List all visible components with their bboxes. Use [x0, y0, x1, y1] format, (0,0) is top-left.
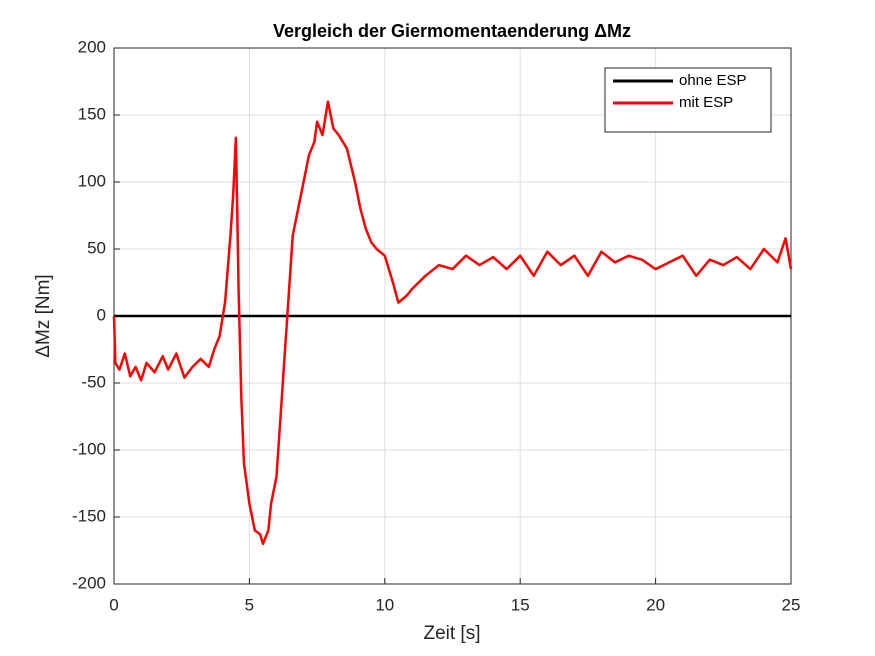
- y-tick-label: -150: [72, 506, 106, 525]
- y-tick-label: -100: [72, 439, 106, 458]
- x-tick-label: 0: [109, 595, 118, 614]
- y-tick-label: -200: [72, 573, 106, 592]
- data-line: [112, 100, 793, 546]
- y-tick-label: 0: [97, 305, 106, 324]
- x-tick-label: 5: [245, 595, 254, 614]
- legend-box: [604, 67, 772, 133]
- legend-label: ohne ESP: [679, 72, 747, 89]
- x-tick-label: 20: [646, 595, 665, 614]
- y-tick-label: -50: [81, 372, 106, 391]
- y-axis-label: ΔMz [Nm]: [33, 274, 54, 357]
- x-axis-label: Zeit [s]: [423, 623, 480, 644]
- x-tick-label: 10: [375, 595, 394, 614]
- y-tick-label: 100: [78, 171, 106, 190]
- y-tick-label: 150: [78, 104, 106, 123]
- x-tick-label: 25: [782, 595, 801, 614]
- x-tick-label: 15: [511, 595, 530, 614]
- y-tick-label: 50: [87, 238, 106, 257]
- legend-label: mit ESP: [679, 94, 733, 111]
- y-tick-label: 200: [78, 37, 106, 56]
- chart-title: Vergleich der Giermomentaenderung ΔMz: [273, 21, 631, 41]
